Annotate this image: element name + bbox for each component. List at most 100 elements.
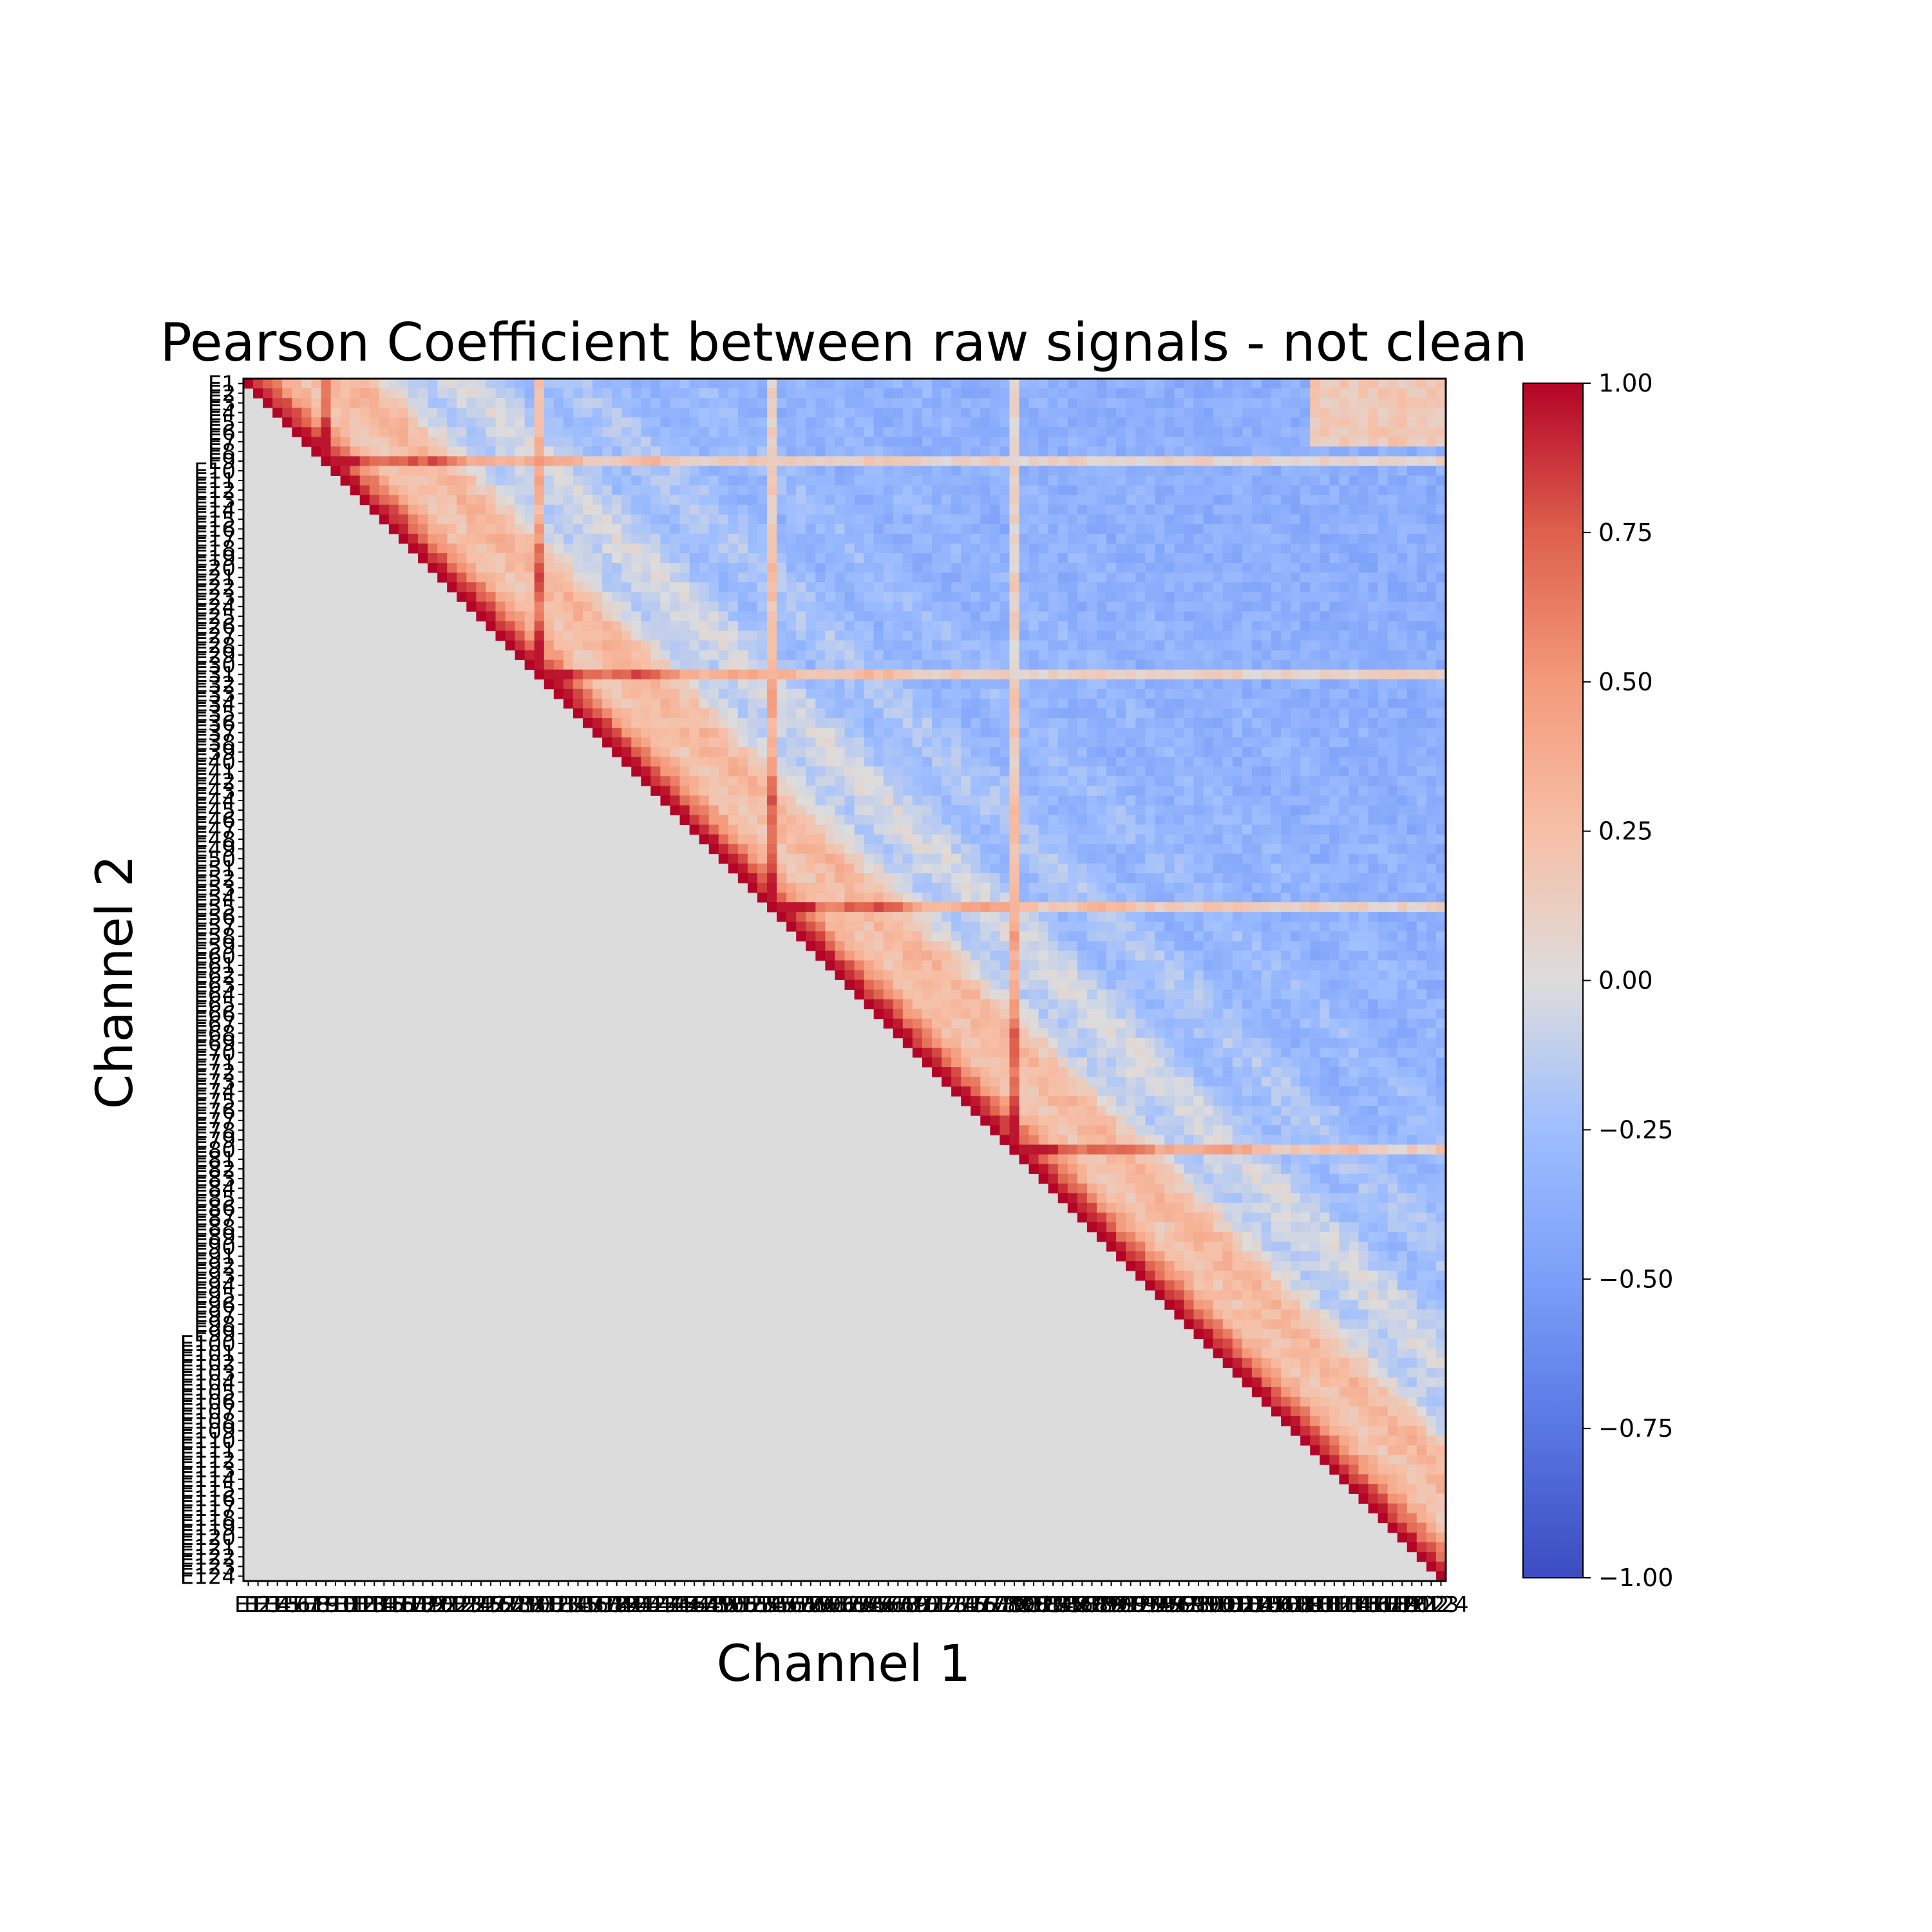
heatmap-cell xyxy=(408,543,419,554)
heatmap-cell xyxy=(922,659,933,670)
heatmap-cell xyxy=(902,786,913,796)
heatmap-cell xyxy=(359,437,370,447)
heatmap-cell xyxy=(825,863,835,874)
heatmap-cell xyxy=(679,688,690,699)
heatmap-cell xyxy=(1096,650,1107,661)
heatmap-cell xyxy=(854,611,865,621)
heatmap-cell xyxy=(1126,824,1136,835)
heatmap-cell xyxy=(893,786,904,796)
heatmap-cell xyxy=(844,834,855,845)
heatmap-cell xyxy=(592,533,603,544)
heatmap-cell xyxy=(1349,398,1359,408)
heatmap-cell xyxy=(1300,621,1311,631)
heatmap-cell xyxy=(942,456,952,466)
heatmap-cell xyxy=(1426,669,1437,680)
heatmap-cell xyxy=(1164,417,1175,428)
heatmap-cell xyxy=(980,417,990,428)
heatmap-cell xyxy=(1028,786,1039,796)
heatmap-cell xyxy=(1397,582,1408,592)
heatmap-cell xyxy=(1164,456,1175,466)
heatmap-cell xyxy=(263,379,273,389)
heatmap-cell xyxy=(1009,669,1019,680)
heatmap-cell xyxy=(1038,776,1049,786)
heatmap-cell xyxy=(1261,563,1272,573)
heatmap-cell xyxy=(679,728,690,738)
heatmap-cell xyxy=(961,437,971,447)
heatmap-cell xyxy=(1164,611,1175,621)
heatmap-cell xyxy=(1251,543,1262,554)
heatmap-cell xyxy=(1096,446,1107,457)
heatmap-cell xyxy=(1067,815,1078,825)
heatmap-cell xyxy=(718,795,729,806)
heatmap-cell xyxy=(1019,601,1029,612)
heatmap-cell xyxy=(544,563,554,573)
heatmap-cell xyxy=(737,659,748,670)
heatmap-cell xyxy=(777,398,787,408)
heatmap-cell xyxy=(1426,611,1437,621)
heatmap-cell xyxy=(660,437,670,447)
heatmap-cell xyxy=(777,475,787,486)
heatmap-cell xyxy=(602,669,612,680)
heatmap-cell xyxy=(418,533,428,544)
heatmap-cell xyxy=(679,805,690,815)
heatmap-cell xyxy=(1261,611,1272,621)
heatmap-cell xyxy=(767,446,777,457)
heatmap-cell xyxy=(1077,495,1088,506)
heatmap-cell xyxy=(1135,621,1146,631)
heatmap-cell xyxy=(563,688,574,699)
heatmap-cell xyxy=(524,650,535,661)
heatmap-cell xyxy=(631,573,641,583)
heatmap-cell xyxy=(912,524,923,535)
heatmap-cell xyxy=(1320,563,1330,573)
heatmap-cell xyxy=(1242,475,1253,486)
heatmap-cell xyxy=(524,456,535,466)
heatmap-cell xyxy=(592,543,603,554)
heatmap-cell xyxy=(1116,621,1126,631)
heatmap-cell xyxy=(369,495,380,506)
heatmap-cell xyxy=(932,398,942,408)
heatmap-cell xyxy=(912,427,923,437)
heatmap-cell xyxy=(912,408,923,418)
heatmap-cell xyxy=(777,543,787,554)
heatmap-cell xyxy=(679,650,690,661)
heatmap-cell xyxy=(737,379,748,389)
heatmap-cell xyxy=(1397,824,1408,835)
heatmap-cell xyxy=(1242,514,1253,525)
heatmap-cell xyxy=(447,417,457,428)
heatmap-cell xyxy=(1126,553,1136,564)
heatmap-cell xyxy=(912,543,923,554)
heatmap-cell xyxy=(1271,553,1282,564)
heatmap-cell xyxy=(1086,533,1097,544)
heatmap-cell xyxy=(1174,514,1184,525)
heatmap-cell xyxy=(1155,659,1165,670)
heatmap-cell xyxy=(1387,728,1398,738)
heatmap-cell xyxy=(612,456,622,466)
heatmap-cell xyxy=(961,601,971,612)
heatmap-cell xyxy=(563,495,574,506)
heatmap-cell xyxy=(912,717,923,728)
heatmap-cell xyxy=(971,786,981,796)
heatmap-cell xyxy=(961,698,971,709)
heatmap-cell xyxy=(961,553,971,564)
heatmap-cell xyxy=(388,524,399,535)
heatmap-cell xyxy=(457,514,467,525)
heatmap-cell xyxy=(641,495,651,506)
heatmap-cell xyxy=(990,524,1000,535)
heatmap-cell xyxy=(835,659,845,670)
heatmap-cell xyxy=(1397,601,1408,612)
heatmap-cell xyxy=(1145,611,1155,621)
heatmap-cell xyxy=(1426,708,1437,719)
heatmap-cell xyxy=(1310,611,1320,621)
heatmap-cell xyxy=(767,669,777,680)
heatmap-cell xyxy=(1086,592,1097,602)
heatmap-cell xyxy=(1135,485,1146,496)
heatmap-cell xyxy=(767,524,777,535)
heatmap-cell xyxy=(1067,398,1078,408)
heatmap-cell xyxy=(1164,592,1175,602)
heatmap-cell xyxy=(1222,543,1233,554)
heatmap-cell xyxy=(534,630,545,641)
heatmap-cell xyxy=(1164,446,1175,457)
heatmap-cell xyxy=(757,853,768,864)
heatmap-cell xyxy=(1009,601,1019,612)
heatmap-cell xyxy=(728,757,739,767)
